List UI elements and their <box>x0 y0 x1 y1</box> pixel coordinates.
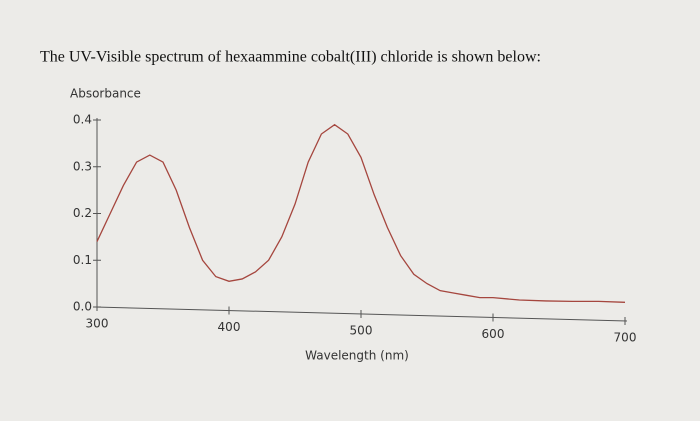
spectrum-line <box>96 123 626 303</box>
x-tick-label: 600 <box>482 327 505 341</box>
x-tick-label: 400 <box>218 320 241 334</box>
y-tick-label: 0.3 <box>73 159 92 173</box>
chart-title: The UV-Visible spectrum of hexaammine co… <box>40 49 541 66</box>
x-axis-label: Wavelength (nm) <box>305 349 409 363</box>
y-tick-label: 0.1 <box>73 253 92 267</box>
y-tick-label: 0.2 <box>73 206 92 220</box>
y-axis-label: Absorbance <box>70 87 141 101</box>
x-tick-label: 500 <box>350 324 373 338</box>
x-tick-label: 300 <box>86 317 109 331</box>
y-tick-label: 0.0 <box>73 300 92 314</box>
x-tick-label: 700 <box>614 331 637 345</box>
y-tick-label: 0.4 <box>73 113 92 127</box>
